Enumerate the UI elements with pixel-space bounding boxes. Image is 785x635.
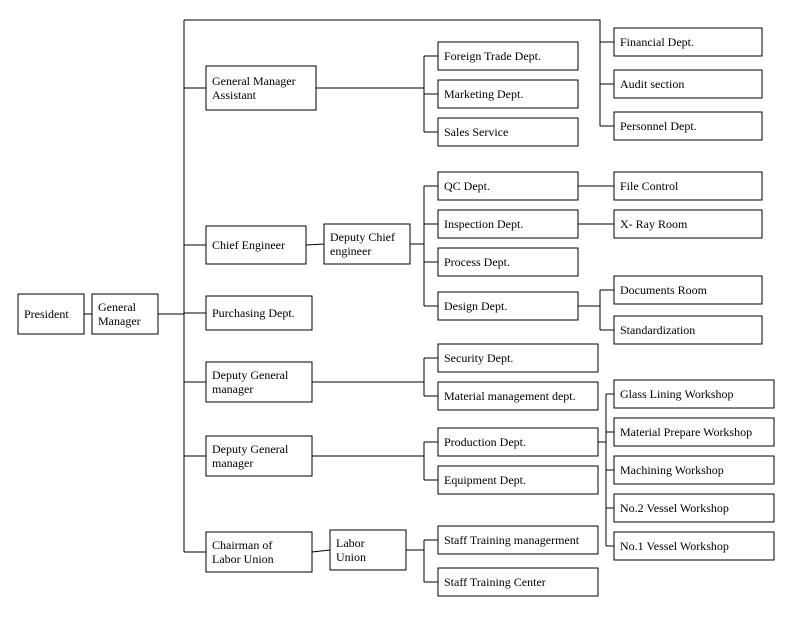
node-label: Staff Training Center xyxy=(444,575,546,589)
node-label: Audit section xyxy=(620,77,684,91)
node-label: No.2 Vessel Workshop xyxy=(620,501,729,515)
node-filec: File Control xyxy=(614,172,762,200)
node-label: Glass Lining Workshop xyxy=(620,387,733,401)
node-label: Sales Service xyxy=(444,125,508,139)
node-label: Equipment Dept. xyxy=(444,473,526,487)
node-label: General xyxy=(98,300,137,314)
node-gma: General ManagerAssistant xyxy=(206,66,316,110)
node-label: engineer xyxy=(330,244,371,258)
node-label: Labor xyxy=(336,536,365,550)
node-label: Material management dept. xyxy=(444,389,576,403)
node-label: Standardization xyxy=(620,323,695,337)
node-xray: X- Ray Room xyxy=(614,210,762,238)
node-stc: Staff Training Center xyxy=(438,568,598,596)
node-fin: Financial Dept. xyxy=(614,28,762,56)
node-purch: Purchasing Dept. xyxy=(206,296,312,330)
node-label: Foreign Trade Dept. xyxy=(444,49,541,63)
node-label: General Manager xyxy=(212,74,296,88)
node-mkt: Marketing Dept. xyxy=(438,80,578,108)
node-label: Documents Room xyxy=(620,283,708,297)
node-dgm2: Deputy Generalmanager xyxy=(206,436,312,476)
node-v1: No.1 Vessel Workshop xyxy=(614,532,774,560)
node-sec: Security Dept. xyxy=(438,344,598,372)
node-label: Assistant xyxy=(212,88,257,102)
node-label: Chief Engineer xyxy=(212,238,285,252)
node-label: Financial Dept. xyxy=(620,35,694,49)
node-president: President xyxy=(18,294,84,334)
node-label: manager xyxy=(212,382,253,396)
node-label: Machining Workshop xyxy=(620,463,724,477)
node-label: No.1 Vessel Workshop xyxy=(620,539,729,553)
nodes: PresidentGeneralManagerGeneral ManagerAs… xyxy=(18,28,774,596)
node-label: Production Dept. xyxy=(444,435,526,449)
node-docs: Documents Room xyxy=(614,276,762,304)
node-pers: Personnel Dept. xyxy=(614,112,762,140)
node-matmgmt: Material management dept. xyxy=(438,382,598,410)
node-dgm1: Deputy Generalmanager xyxy=(206,362,312,402)
node-label: File Control xyxy=(620,179,679,193)
node-labun: LaborUnion xyxy=(330,530,406,570)
node-label: Deputy General xyxy=(212,442,289,456)
node-qc: QC Dept. xyxy=(438,172,578,200)
node-label: QC Dept. xyxy=(444,179,490,193)
node-gm: GeneralManager xyxy=(92,294,158,334)
node-sserv: Sales Service xyxy=(438,118,578,146)
node-proc: Process Dept. xyxy=(438,248,578,276)
node-glw: Glass Lining Workshop xyxy=(614,380,774,408)
node-label: Manager xyxy=(98,314,141,328)
node-chairlu: Chairman ofLabor Union xyxy=(206,532,312,572)
node-audit: Audit section xyxy=(614,70,762,98)
node-insp: Inspection Dept. xyxy=(438,210,578,238)
node-label: Personnel Dept. xyxy=(620,119,697,133)
node-equip: Equipment Dept. xyxy=(438,466,598,494)
node-mpw: Material Prepare Workshop xyxy=(614,418,774,446)
node-prod: Production Dept. xyxy=(438,428,598,456)
node-label: Security Dept. xyxy=(444,351,513,365)
node-label: Deputy Chief xyxy=(330,230,395,244)
node-mw: Machining Workshop xyxy=(614,456,774,484)
node-chiefeng: Chief Engineer xyxy=(206,226,306,264)
node-label: Deputy General xyxy=(212,368,289,382)
node-ftd: Foreign Trade Dept. xyxy=(438,42,578,70)
node-label: Design Dept. xyxy=(444,299,507,313)
node-dce: Deputy Chiefengineer xyxy=(324,224,410,264)
node-label: Process Dept. xyxy=(444,255,510,269)
node-stm: Staff Training managerment xyxy=(438,526,598,554)
node-label: Marketing Dept. xyxy=(444,87,523,101)
node-std: Standardization xyxy=(614,316,762,344)
org-chart: PresidentGeneralManagerGeneral ManagerAs… xyxy=(0,0,785,635)
node-label: Staff Training managerment xyxy=(444,533,580,547)
node-label: Union xyxy=(336,550,366,564)
node-label: Purchasing Dept. xyxy=(212,306,295,320)
node-label: President xyxy=(24,307,69,321)
node-v2: No.2 Vessel Workshop xyxy=(614,494,774,522)
node-label: Material Prepare Workshop xyxy=(620,425,752,439)
node-label: Labor Union xyxy=(212,552,274,566)
node-design: Design Dept. xyxy=(438,292,578,320)
node-label: Chairman of xyxy=(212,538,272,552)
node-label: manager xyxy=(212,456,253,470)
node-label: X- Ray Room xyxy=(620,217,688,231)
node-label: Inspection Dept. xyxy=(444,217,523,231)
